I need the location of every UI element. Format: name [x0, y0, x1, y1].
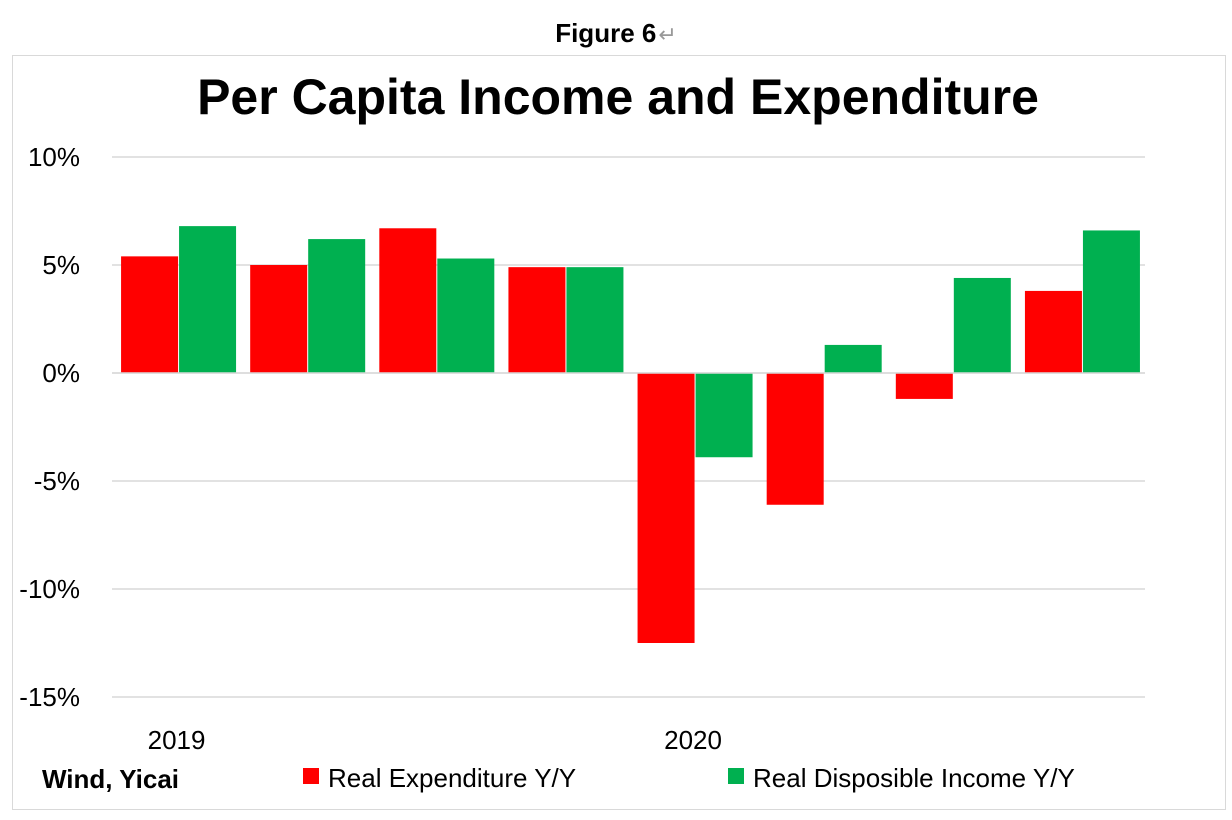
y-axis-ticks: 10% 5% 0% -5% -10% -15%	[19, 142, 80, 712]
y-tick-label: 0%	[42, 358, 80, 388]
chart-title: Per Capita Income and Expenditure	[197, 69, 1039, 125]
bar-income	[179, 226, 237, 373]
legend-label: Real Expenditure Y/Y	[328, 763, 576, 793]
legend-swatch	[303, 768, 319, 784]
chart-frame	[12, 55, 1226, 810]
bar-income	[695, 373, 753, 458]
bar-income	[824, 344, 882, 373]
bar-expenditure	[1024, 290, 1082, 373]
bar-income	[437, 258, 495, 373]
bar-income	[1082, 230, 1140, 373]
y-tick-label: -10%	[19, 574, 80, 604]
bar-expenditure	[379, 228, 437, 373]
source-note: Wind, Yicai	[42, 764, 179, 794]
x-axis-label: 2020	[664, 725, 722, 755]
x-axis-labels: 2019 2020	[148, 725, 722, 755]
figure-label-text: Figure 6	[555, 18, 657, 48]
bar-expenditure	[508, 267, 566, 373]
bar-income	[308, 239, 366, 373]
figure-label: Figure 6↵	[0, 18, 1232, 49]
bar-income	[953, 277, 1011, 373]
bar-expenditure	[121, 256, 179, 373]
bar-expenditure	[766, 373, 824, 505]
legend: Real Expenditure Y/Y Real Disposible Inco…	[303, 763, 1075, 793]
y-tick-label: -5%	[34, 466, 80, 496]
y-tick-label: 5%	[42, 250, 80, 280]
legend-swatch	[728, 768, 744, 784]
x-axis-label: 2019	[148, 725, 206, 755]
bars	[121, 226, 1140, 643]
return-mark-icon: ↵	[658, 22, 677, 47]
legend-label: Real Disposible Income Y/Y	[753, 763, 1075, 793]
y-tick-label: -15%	[19, 682, 80, 712]
bar-expenditure	[250, 265, 308, 373]
y-tick-label: 10%	[28, 142, 80, 172]
bar-expenditure	[895, 373, 953, 399]
bar-expenditure	[637, 373, 695, 643]
gridlines	[112, 156, 1145, 698]
bar-income	[566, 267, 624, 373]
